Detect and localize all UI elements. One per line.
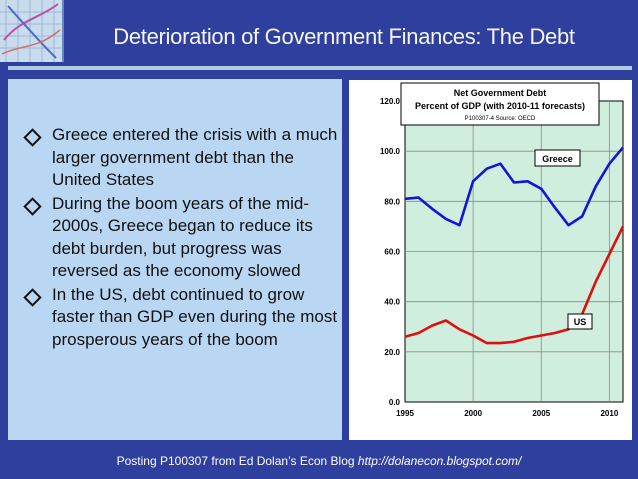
bullet-panel [8, 79, 342, 440]
chart-svg: 0.0 20.0 40.0 60.0 80.0 100.0 120.0 1995 2000 200… [380, 82, 625, 418]
y-tick-label: 0.0 [389, 398, 401, 407]
x-tick-label: 2010 [600, 409, 618, 418]
chart-title-box: Net Government Debt Percent of GDP (with… [400, 82, 600, 126]
bullet-text: Greece entered the crisis with a much la… [52, 125, 338, 189]
chart-title: Net Government Debt [454, 88, 547, 98]
title-underline [8, 66, 632, 70]
greece-label-box: Greece [534, 149, 581, 167]
bullet-item: During the boom years of the mid-2000s, … [20, 193, 342, 283]
series-line-greece [404, 146, 624, 227]
footer: Posting P100307 from Ed Dolan’s Econ Blo… [0, 450, 638, 472]
bullet-item: In the US, debt continued to grow faster… [20, 284, 342, 352]
us-label-box: US [567, 313, 593, 330]
footer-text: Posting P100307 from Ed Dolan’s Econ Blo… [116, 454, 355, 468]
debt-chart: 0.0 20.0 40.0 60.0 80.0 100.0 120.0 1995 2000 200… [349, 80, 632, 440]
diamond-bullet-icon [23, 128, 42, 147]
y-tick-label: 80.0 [384, 197, 400, 206]
x-tick-label: 1995 [396, 409, 414, 418]
series-line-us [404, 225, 625, 345]
y-tick-label: 20.0 [384, 348, 400, 357]
diamond-bullet-icon [23, 287, 42, 307]
bullet-list: Greece entered the crisis with a much la… [20, 124, 342, 352]
x-tick-label: 2005 [532, 409, 550, 418]
x-tick-label: 2000 [464, 409, 482, 418]
y-tick-label: 100.0 [380, 147, 401, 156]
bullet-text: In the US, debt continued to grow faster… [52, 284, 338, 349]
title-bar: Deterioration of Government Finances: Th… [64, 10, 624, 64]
us-series-label: US [574, 317, 587, 327]
chart-source: P100307-4 Source: OECD [465, 116, 536, 122]
bullet-item: Greece entered the crisis with a much la… [20, 124, 342, 192]
y-tick-label: 60.0 [384, 248, 400, 257]
y-tick-label: 40.0 [384, 298, 400, 307]
y-tick-label: 120.0 [380, 97, 401, 106]
slide-title: Deterioration of Government Finances: Th… [113, 24, 575, 49]
diamond-bullet-icon [23, 196, 42, 216]
chart-subtitle: Percent of GDP (with 2010-11 forecasts) [415, 101, 585, 111]
greece-series-label: Greece [542, 154, 573, 164]
logo-graphic [0, 0, 62, 62]
bullet-text: During the boom years of the mid-2000s, … [52, 193, 313, 281]
blog-logo [0, 0, 64, 62]
footer-url[interactable]: http://dolanecon.blogspot.com/ [357, 454, 522, 468]
